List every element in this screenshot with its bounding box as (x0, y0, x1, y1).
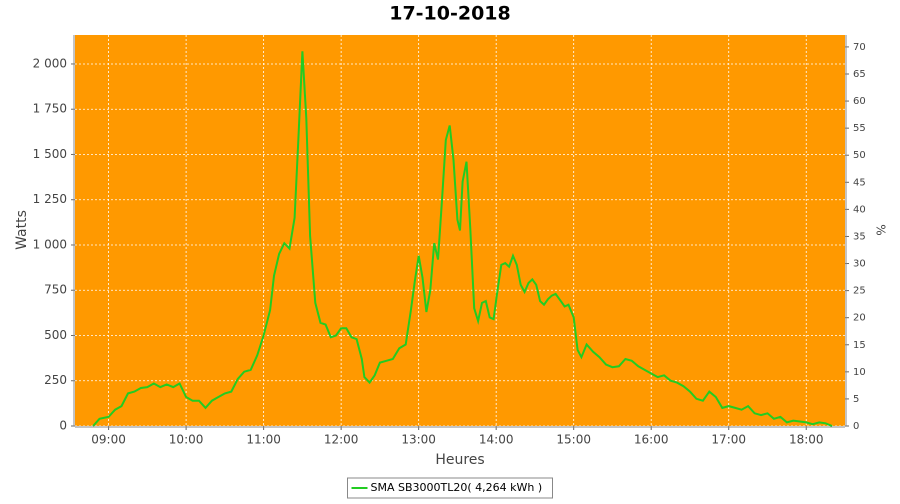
y-tick-label: 0 (59, 419, 67, 433)
y2-tick-label: 65 (853, 69, 866, 80)
y2-tick-label: 45 (853, 177, 866, 188)
y-tick-label: 1 000 (33, 237, 67, 251)
y-axis-label: Watts (14, 210, 30, 250)
y2-tick-label: 0 (853, 421, 859, 432)
y-tick-label: 500 (44, 328, 67, 342)
y2-tick-label: 5 (853, 394, 859, 405)
x-axis-label: Heures (435, 452, 484, 468)
y2-tick-label: 55 (853, 123, 866, 134)
y2-tick-label: 35 (853, 231, 866, 242)
x-tick-label: 11:00 (246, 433, 281, 447)
y2-tick-label: 50 (853, 150, 866, 161)
y-tick-label: 1 500 (33, 147, 67, 161)
x-tick-label: 17:00 (711, 433, 746, 447)
y2-tick-label: 60 (853, 96, 866, 107)
x-tick-label: 16:00 (634, 433, 669, 447)
x-tick-label: 18:00 (789, 433, 824, 447)
y-tick-label: 2 000 (33, 56, 67, 70)
data-line (92, 51, 833, 427)
y2-tick-label: 20 (853, 313, 866, 324)
y2-tick-label: 15 (853, 340, 866, 351)
y-tick-label: 1 250 (33, 192, 67, 206)
y-tick-label: 1 750 (33, 102, 67, 116)
y2-axis-label: % (874, 224, 888, 235)
y2-tick-label: 70 (853, 42, 866, 53)
x-tick-label: 12:00 (324, 433, 359, 447)
y-tick-label: 250 (44, 373, 67, 387)
y2-tick-label: 25 (853, 286, 866, 297)
chart-title: 17-10-2018 (389, 3, 511, 25)
x-tick-label: 14:00 (479, 433, 514, 447)
y2-tick-label: 10 (853, 367, 866, 378)
x-tick-label: 09:00 (91, 433, 126, 447)
y-tick-label: 750 (44, 283, 67, 297)
y2-tick-label: 40 (853, 204, 866, 215)
x-tick-label: 10:00 (169, 433, 204, 447)
x-tick-label: 13:00 (401, 433, 436, 447)
legend-box (347, 477, 553, 499)
x-tick-label: 15:00 (556, 433, 591, 447)
legend-label: SMA SB3000TL20( 4,264 kWh ) (371, 481, 543, 494)
y2-tick-label: 30 (853, 259, 866, 270)
